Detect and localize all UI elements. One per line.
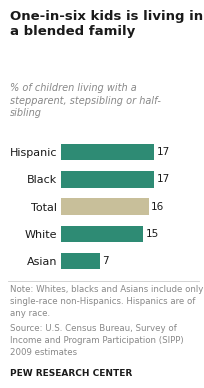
Text: One-in-six kids is living in
a blended family: One-in-six kids is living in a blended f… (10, 10, 202, 38)
Text: 16: 16 (150, 202, 164, 211)
Text: % of children living with a
stepparent, stepsibling or half-
sibling: % of children living with a stepparent, … (10, 83, 160, 118)
Bar (61, 253, 99, 269)
Text: Source: U.S. Census Bureau, Survey of
Income and Program Participation (SIPP)
20: Source: U.S. Census Bureau, Survey of In… (10, 324, 183, 357)
Bar (61, 171, 154, 187)
Text: 17: 17 (156, 147, 169, 157)
Bar (61, 144, 154, 160)
Text: 7: 7 (101, 256, 108, 266)
Text: 15: 15 (145, 229, 158, 239)
Bar (61, 198, 148, 215)
Text: PEW RESEARCH CENTER: PEW RESEARCH CENTER (10, 369, 132, 378)
Text: 17: 17 (156, 174, 169, 184)
Bar (61, 226, 143, 242)
Text: Note: Whites, blacks and Asians include only
single-race non-Hispanics. Hispanic: Note: Whites, blacks and Asians include … (10, 285, 203, 318)
